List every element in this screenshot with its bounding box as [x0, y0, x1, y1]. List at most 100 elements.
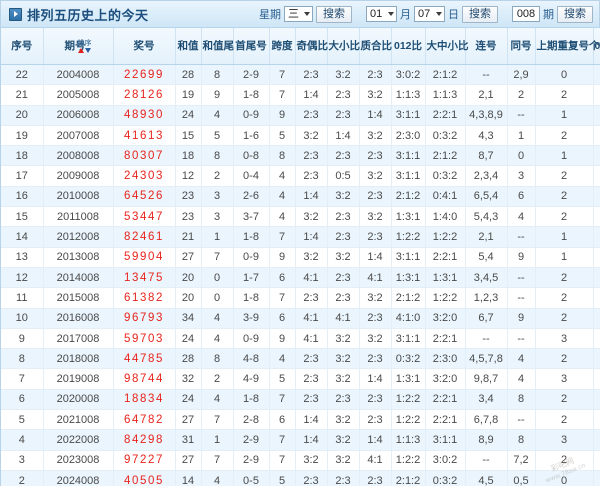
sort-ascending-icon[interactable] — [78, 48, 84, 53]
column-header-qh[interactable]: 期号 排序 — [43, 28, 114, 65]
prize-number: 44785 — [124, 352, 164, 365]
cell-hz: 34 — [175, 308, 202, 329]
table-row[interactable]: 10 2016008 96793 34 4 3-9 6 4:1 4:1 2:3 4:1:0 3:2:0… — [1, 308, 600, 329]
cell-b012: 1:1:3 — [391, 84, 426, 106]
table-row[interactable]: 22 2004008 22699 28 8 2-9 7 2:3 3:2 2:3 3:0:2 2:1:2… — [1, 64, 600, 86]
cell-b012: 3:1:1 — [391, 145, 426, 167]
table-row[interactable]: 3 2023008 97227 27 7 2-9 7 3:2 3:2 4:1 1:2:2 3:0:2-… — [1, 450, 600, 471]
weekday-select[interactable]: 三 — [284, 6, 313, 22]
cell-cs: 4 — [593, 348, 600, 370]
cell-job: 1:4 — [295, 186, 328, 208]
cell-kd: 8 — [269, 145, 296, 167]
table-row[interactable]: 5 2021008 64782 27 7 2-8 6 1:4 3:2 2:3 1:2:2 2:2:1 6… — [1, 409, 600, 431]
cell-cs: 5 — [593, 409, 600, 431]
results-table-container: 序号 期号 排序 奖号 和值 和值尾 首尾号 跨度 奇偶比 大小比 质合比 012比 大中小比 连号 同号上… — [1, 28, 600, 486]
cell-cf: 2 — [535, 409, 594, 431]
cell-qh: 2014008 — [43, 267, 114, 289]
issue-search-button[interactable]: 搜索 — [557, 5, 593, 23]
cell-hzw: 1 — [201, 429, 234, 451]
cell-hz: 20 — [175, 287, 202, 309]
play-arrow-icon — [9, 7, 22, 21]
cell-hz: 23 — [175, 206, 202, 228]
cell-b012: 3:1:1 — [391, 105, 426, 126]
date-search-button[interactable]: 搜索 — [462, 5, 498, 23]
sort-control[interactable]: 排序 — [78, 40, 92, 53]
cell-zhb: 2:3 — [359, 389, 392, 411]
cell-swh: 1-8 — [233, 389, 270, 411]
cell-hzw: 9 — [201, 84, 234, 106]
cell-th: 7,2 — [507, 450, 536, 471]
cell-th: -- — [507, 287, 536, 309]
cell-zhb: 2:3 — [359, 409, 392, 431]
cell-kd: 7 — [269, 64, 296, 86]
cell-qh: 2023008 — [43, 450, 114, 471]
month-select[interactable]: 01 — [366, 6, 397, 22]
day-select[interactable]: 07 — [414, 6, 445, 22]
cell-kd: 7 — [269, 84, 296, 106]
table-row[interactable]: 6 2020008 18834 24 4 1-8 7 2:3 2:3 2:3 1:2:2 2:2:1 3… — [1, 389, 600, 411]
cell-kd: 6 — [269, 409, 296, 431]
cell-kd: 6 — [269, 267, 296, 289]
table-row[interactable]: 8 2018008 44785 28 8 4-8 4 2:3 3:2 2:3 0:3:2 2:3:0 4… — [1, 348, 600, 370]
cell-hz: 21 — [175, 226, 202, 248]
cell-qh: 2006008 — [43, 105, 114, 126]
cell-kd: 7 — [269, 226, 296, 248]
table-row[interactable]: 9 2017008 59703 24 4 0-9 9 4:1 3:2 3:2 3:1:1 2:2:1-… — [1, 328, 600, 350]
cell-th: 2 — [507, 84, 536, 106]
cell-kd: 7 — [269, 429, 296, 451]
column-header-cs: 0—9出号个数 — [593, 28, 600, 65]
cell-idx: 5 — [1, 409, 44, 431]
prize-number: 59703 — [124, 332, 164, 345]
cell-hz: 24 — [175, 389, 202, 411]
table-row[interactable]: 14 2012008 82461 21 1 1-8 7 1:4 2:3 2:3 1:2:2 1:2:2… — [1, 226, 600, 248]
table-row[interactable]: 19 2007008 41613 15 5 1-6 5 3:2 1:4 3:2 2:3:0 0:3:2… — [1, 125, 600, 147]
cell-lh: 3,4 — [465, 389, 508, 411]
cell-th: 2,9 — [507, 64, 536, 86]
cell-kd: 9 — [269, 328, 296, 350]
cell-kd: 5 — [269, 125, 296, 147]
cell-idx: 3 — [1, 450, 44, 471]
date-filter-group: 01 月 07 日 搜索 — [366, 5, 498, 23]
sort-descending-icon[interactable] — [85, 48, 91, 53]
cell-dzx: 1:1:3 — [425, 84, 466, 106]
column-header-cf: 上期重复号个数 — [535, 28, 600, 65]
table-row[interactable]: 21 2005008 28126 19 9 1-8 7 1:4 2:3 3:2 1:1:3 1:1:3… — [1, 84, 600, 106]
cell-hzw: 4 — [201, 308, 234, 329]
table-row[interactable]: 16 2010008 64526 23 3 2-6 4 1:4 3:2 2:3 2:1:2 0:4:1… — [1, 186, 600, 208]
weekday-search-button[interactable]: 搜索 — [316, 5, 352, 23]
table-row[interactable]: 13 2013008 59904 27 7 0-9 9 3:2 3:2 1:4 3:1:1 2:2:1… — [1, 247, 600, 268]
column-header-zhb: 质合比 — [359, 28, 392, 65]
column-header-swh: 首尾号 — [233, 28, 270, 65]
issue-input[interactable] — [512, 6, 540, 22]
table-row[interactable]: 7 2019008 98744 32 2 4-9 5 2:3 3:2 1:4 1:3:1 3:2:0 9… — [1, 368, 600, 390]
issue-header-label: 期号 — [64, 40, 86, 52]
cell-swh: 0-8 — [233, 145, 270, 167]
table-row[interactable]: 17 2009008 24303 12 2 0-4 4 2:3 0:5 3:2 3:1:1 0:3:2… — [1, 165, 600, 187]
cell-jh: 80307 — [113, 145, 176, 167]
table-row[interactable]: 4 2022008 84298 31 1 2-9 7 1:4 3:2 1:4 1:1:3 3:1:1 8… — [1, 429, 600, 451]
prize-number: 96793 — [124, 312, 164, 325]
cell-swh: 0-5 — [233, 470, 270, 486]
column-header-idx: 序号 — [1, 28, 44, 65]
cell-idx: 9 — [1, 328, 44, 350]
cell-th: 1 — [507, 125, 536, 147]
table-row[interactable]: 12 2014008 13475 20 0 1-7 6 4:1 2:3 4:1 1:3:1 1:3:1… — [1, 267, 600, 289]
weekday-select-wrap: 三 — [284, 6, 313, 22]
table-row[interactable]: 11 2015008 61382 20 0 1-8 7 2:3 2:3 3:2 2:1:2 1:2:2… — [1, 287, 600, 309]
cell-jh: 84298 — [113, 429, 176, 451]
table-row[interactable]: 15 2011008 53447 23 3 3-7 4 3:2 2:3 3:2 1:3:1 1:4:0… — [1, 206, 600, 228]
cell-th: 4 — [507, 348, 536, 370]
cell-zhb: 1:4 — [359, 247, 392, 268]
cell-qh: 2024008 — [43, 470, 114, 486]
table-row[interactable]: 20 2006008 48930 24 4 0-9 9 2:3 2:3 1:4 3:1:1 2:2:1… — [1, 105, 600, 126]
cell-dzx: 3:0:2 — [425, 450, 466, 471]
table-row[interactable]: 18 2008008 80307 18 8 0-8 8 2:3 2:3 2:3 3:1:1 2:1:2… — [1, 145, 600, 167]
cell-lh: -- — [465, 64, 508, 86]
column-header-b012: 012比 — [391, 28, 426, 65]
issue-label: 期 — [543, 9, 554, 21]
cell-idx: 13 — [1, 247, 44, 268]
cell-jh: 24303 — [113, 165, 176, 187]
cell-cf: 2 — [535, 165, 594, 187]
cell-hzw: 1 — [201, 226, 234, 248]
table-row[interactable]: 2 2024008 40505 14 4 0-5 5 2:3 2:3 2:3 2:1:2 0:3:2 4… — [1, 470, 600, 486]
